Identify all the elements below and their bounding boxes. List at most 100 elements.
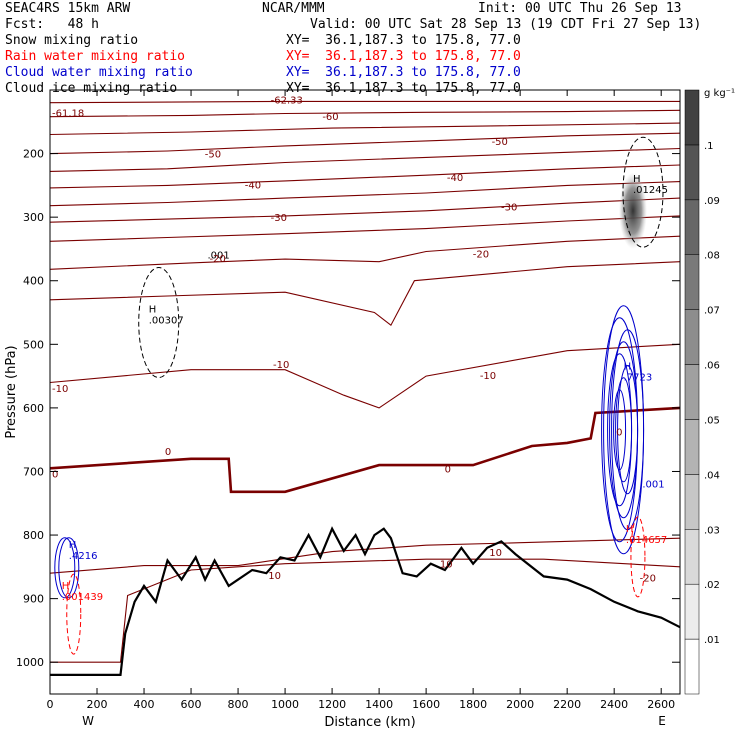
contour-label: 10 — [440, 560, 453, 571]
x-tick-label: 600 — [181, 698, 202, 711]
x-tick-label: 1000 — [271, 698, 299, 711]
colorbar-label: .06 — [704, 361, 720, 372]
maximum-label: H .4216 — [69, 540, 98, 562]
field-xy-snow: XY= 36.1,187.3 to 175.8, 77.0 — [286, 33, 521, 48]
field-xy-cloud-water: XY= 36.1,187.3 to 175.8, 77.0 — [286, 65, 521, 80]
organization: NCAR/MMM — [262, 1, 325, 16]
model-title: SEAC4RS 15km ARW — [5, 1, 131, 16]
colorbar-label: .03 — [704, 525, 720, 536]
contour-label: -50 — [492, 137, 508, 148]
y-tick-label: 500 — [23, 338, 44, 351]
maximum-label: .001 — [642, 479, 664, 490]
colorbar-swatch — [684, 583, 700, 640]
field-name-snow: Snow mixing ratio — [5, 33, 139, 48]
field-xy-cloud-ice: XY= 36.1,187.3 to 175.8, 77.0 — [286, 81, 521, 96]
x-tick-label: 2400 — [600, 698, 628, 711]
temperature-contour — [50, 164, 680, 189]
colorbar-swatch — [684, 254, 700, 310]
temperature-contour — [50, 132, 680, 155]
contour-label: 0 — [52, 469, 58, 480]
contour-label: -61.18 — [52, 108, 84, 119]
rain-water-contour — [66, 573, 82, 655]
colorbar-swatch — [684, 309, 700, 365]
maximum-label: H .7723 — [624, 362, 653, 384]
cloud-water-contour — [607, 353, 633, 507]
x-tick-label: 2600 — [647, 698, 675, 711]
y-tick-label: 300 — [23, 211, 44, 224]
colorbar-swatch — [684, 199, 700, 255]
temperature-contour — [50, 109, 680, 118]
x-tick-label: 1600 — [412, 698, 440, 711]
temperature-contour — [50, 100, 680, 104]
colorbar-swatch — [684, 89, 700, 146]
y-tick-label: 600 — [23, 402, 44, 415]
temperature-contour — [50, 537, 680, 574]
x-tick-label: 1200 — [318, 698, 346, 711]
colorbar-label: .05 — [704, 415, 720, 426]
x-tick-label: 1800 — [459, 698, 487, 711]
colorbar-swatch — [684, 419, 700, 475]
y-tick-label: 400 — [23, 275, 44, 288]
colorbar-label: .08 — [704, 251, 720, 262]
colorbar-label: .04 — [704, 470, 720, 481]
contour-label: -60 — [322, 112, 338, 123]
colorbar-label: .01 — [704, 635, 720, 646]
temperature-contour — [50, 181, 680, 207]
field-name-cloud-water: Cloud water mixing ratio — [5, 65, 193, 80]
x-tick-label: 800 — [228, 698, 249, 711]
contour-label: -40 — [245, 181, 261, 192]
contour-label: 0 — [445, 464, 451, 475]
colorbar-swatch — [684, 144, 700, 201]
maximum-label: H .001439 — [62, 581, 103, 603]
temperature-contour — [50, 261, 680, 327]
contour-label: -40 — [447, 173, 463, 184]
temperature-contour — [50, 558, 680, 663]
contour-label: -10 — [480, 371, 496, 382]
cloud-ice-shading — [618, 172, 647, 249]
contour-label: -20 — [640, 574, 656, 585]
x-tick-label: 0 — [47, 698, 54, 711]
contour-label: 0 — [165, 447, 171, 458]
contour-label: 10 — [268, 571, 281, 582]
terrain-line — [50, 526, 680, 676]
contour-label: 0 — [616, 427, 622, 438]
contour-label: -10 — [52, 384, 68, 395]
temperature-contour — [50, 122, 680, 136]
colorbar-swatch — [684, 474, 700, 530]
temperature-contour — [50, 197, 680, 223]
colorbar-swatch — [684, 638, 700, 695]
valid-time: Valid: 00 UTC Sat 28 Sep 13 (19 CDT Fri … — [310, 17, 702, 32]
colorbar-label: .07 — [704, 306, 720, 317]
y-tick-label: 1000 — [16, 656, 44, 669]
contour-label: -30 — [271, 213, 287, 224]
field-xy-rain: XY= 36.1,187.3 to 175.8, 77.0 — [286, 49, 521, 64]
temperature-contour — [50, 406, 680, 494]
temperature-contour — [50, 343, 680, 409]
contour-label: -10 — [273, 360, 289, 371]
cloud-ice-contour — [622, 136, 664, 248]
colorbar-label: .1 — [704, 141, 714, 152]
cloud-water-contour — [58, 537, 80, 599]
cloud-water-contour — [603, 305, 645, 555]
x-axis-label: Distance (km) — [324, 715, 415, 730]
x-tick-label: 200 — [87, 698, 108, 711]
contour-label: -30 — [501, 202, 517, 213]
field-name-cloud-ice: Cloud ice mixing ratio — [5, 81, 178, 96]
cloud-water-contour — [601, 317, 639, 543]
x-tick-label: 2200 — [553, 698, 581, 711]
cloud-ice-contour — [138, 267, 180, 379]
temperature-contour — [50, 235, 680, 270]
maximum-label: H .014657 — [626, 524, 667, 546]
cloud-water-contour — [54, 537, 76, 599]
colorbar-swatch — [684, 529, 700, 585]
contour-label: 10 — [489, 548, 502, 559]
contour-label: -62.33 — [271, 96, 303, 107]
temperature-contour — [50, 147, 680, 172]
x-end-label-west: W — [82, 714, 94, 728]
colorbar-label: .09 — [704, 196, 720, 207]
colorbar-swatch — [684, 364, 700, 420]
plot-frame — [49, 89, 681, 695]
init-time: Init: 00 UTC Thu 26 Sep 13 — [478, 1, 682, 16]
field-name-rain: Rain water mixing ratio — [5, 49, 186, 64]
